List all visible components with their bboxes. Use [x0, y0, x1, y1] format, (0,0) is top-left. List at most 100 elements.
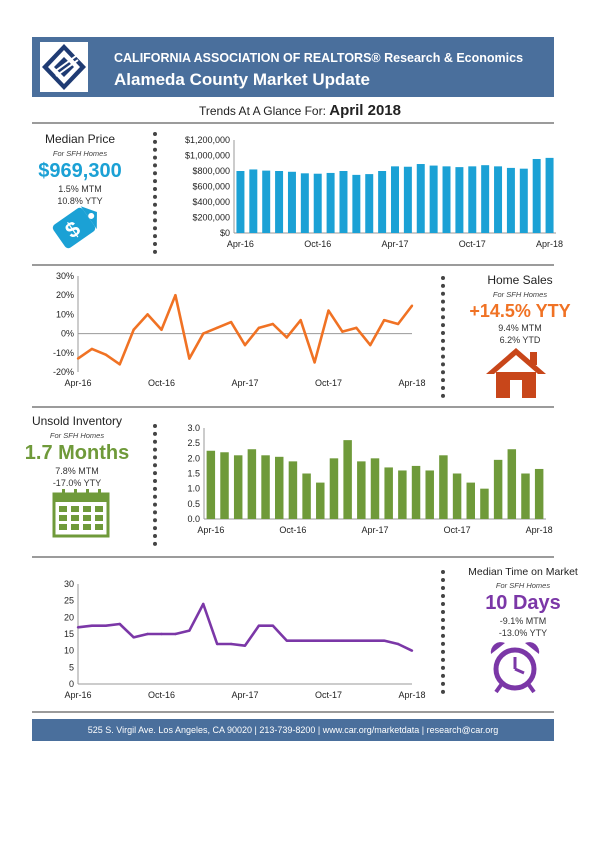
median-price-bar — [429, 165, 438, 233]
home-sales-yty-point — [118, 363, 121, 366]
y-tick-label: 0.0 — [187, 514, 200, 524]
y-tick-label: $0 — [220, 228, 230, 238]
median-price-bar — [275, 171, 284, 233]
y-tick-label: -20% — [53, 367, 74, 377]
footer-contact: 525 S. Virgil Ave. Los Angeles, CA 90020… — [32, 719, 554, 741]
unsold-inventory-bar — [439, 455, 448, 519]
y-tick-label: 15 — [64, 629, 74, 639]
y-tick-label: 1.0 — [187, 484, 200, 494]
home-sales-yty-point — [271, 322, 275, 326]
y-tick-label: 20 — [64, 612, 74, 622]
unsold-inventory-bar — [316, 482, 325, 519]
y-tick-label: $1,200,000 — [185, 135, 230, 145]
median-price-panel: Median Price For SFH Homes $969,300 1.5%… — [20, 132, 140, 207]
x-tick-label: Oct-16 — [279, 525, 306, 535]
median-price-bar — [506, 167, 515, 233]
home-sales-value: +14.5% YTY — [469, 301, 571, 321]
median-time-on-market-point — [76, 626, 80, 629]
median-time-on-market-point — [146, 632, 149, 636]
home-sales-yty-point — [202, 332, 205, 335]
median-price-bar — [326, 172, 335, 233]
unsold-inventory-bar — [452, 473, 462, 519]
home-sales-yty-point — [327, 309, 330, 312]
median-time-on-market-point — [285, 639, 288, 642]
unsold-inventory-bar — [220, 452, 229, 519]
median-price-bar — [339, 171, 348, 233]
unsold-inventory-bar — [370, 458, 380, 519]
median-time-on-market-point — [118, 622, 121, 626]
median-time-on-market-point — [355, 639, 358, 642]
house-icon — [484, 346, 548, 405]
inventory-subtitle: For SFH Homes — [49, 431, 105, 440]
header-title-report: Alameda County Market Update — [114, 70, 370, 89]
y-tick-label: 0.5 — [187, 499, 200, 509]
y-tick-label: 20% — [56, 290, 74, 300]
inventory-mtm: 7.8% MTM — [55, 466, 99, 476]
median-price-title: Median Price — [44, 132, 116, 146]
y-tick-label: 30 — [64, 579, 74, 589]
inventory-yty: -17.0% YTY — [52, 478, 102, 488]
home-sales-yty-point — [313, 361, 316, 364]
inventory-title: Unsold Inventory — [31, 414, 123, 428]
y-tick-label: 3.0 — [187, 423, 200, 433]
median-time-on-market-point — [299, 639, 302, 642]
home-sales-yty-point — [396, 322, 400, 326]
home-sales-yty-point — [243, 343, 247, 347]
unsold-inventory-bar — [233, 455, 243, 519]
median-price-bar — [468, 166, 477, 233]
median-time-on-market-point — [327, 639, 330, 642]
inventory-chart: 0.0 0.5 1.0 1.5 2.0 2.5 3.0 Apr-16 Oct-16 Apr-17 O… — [170, 422, 560, 547]
median-time-on-market-point — [174, 632, 177, 636]
home-sales-yty-point — [188, 357, 191, 360]
median-time-on-market-line — [77, 602, 413, 652]
y-tick-label: 2.5 — [187, 438, 200, 448]
median-price-bar — [494, 166, 503, 233]
y-tick-label: 0% — [61, 329, 74, 339]
x-tick-label: Apr-17 — [231, 378, 258, 388]
y-tick-label: $800,000 — [192, 166, 230, 176]
median-time-on-market-point — [104, 624, 108, 627]
home-sales-mtm: 9.4% MTM — [498, 323, 542, 333]
y-tick-label: $200,000 — [192, 213, 230, 223]
unsold-inventory-bar — [507, 449, 517, 519]
median-time-on-market-point — [132, 636, 135, 639]
y-tick-label: 10 — [64, 646, 74, 656]
home-sales-yty-point — [355, 326, 358, 330]
home-sales-yty-point — [257, 326, 261, 330]
time-on-market-title: Median Time on Market — [468, 566, 578, 578]
unsold-inventory-bar — [466, 482, 476, 519]
y-tick-label: 10% — [56, 309, 74, 319]
home-sales-yty-point — [90, 347, 94, 351]
home-sales-yty-point — [215, 326, 219, 330]
price-tag-dollar-icon: $ — [46, 200, 102, 261]
unsold-inventory-bar — [521, 473, 530, 519]
unsold-inventory-bar — [534, 468, 544, 519]
unsold-inventory-bar — [206, 450, 216, 519]
home-sales-title: Home Sales — [487, 273, 553, 287]
unsold-inventory-bar — [274, 456, 284, 519]
median-time-on-market-point — [90, 624, 94, 627]
x-tick-label: Oct-16 — [304, 239, 331, 249]
median-time-on-market-point — [313, 639, 316, 642]
home-sales-subtitle: For SFH Homes — [492, 290, 548, 299]
dotted-divider — [153, 132, 157, 254]
home-sales-yty-point — [410, 304, 414, 307]
median-price-bar — [249, 169, 258, 233]
x-tick-label: Apr-18 — [398, 690, 425, 700]
median-time-on-market-point — [396, 642, 400, 646]
median-time-on-market-point — [382, 639, 386, 642]
home-sales-yty-point — [132, 328, 135, 331]
unsold-inventory-bar — [384, 467, 393, 519]
home-sales-yty-point — [160, 328, 163, 331]
car-logo-icon — [40, 42, 88, 92]
alarm-clock-icon — [487, 640, 543, 699]
divider — [32, 264, 554, 266]
home-sales-yty-point — [285, 336, 288, 339]
home-sales-yty-point — [174, 294, 177, 297]
time-on-market-yty: -13.0% YTY — [498, 628, 548, 638]
median-price-yty: 10.8% YTY — [57, 196, 103, 206]
median-time-on-market-point — [257, 624, 261, 627]
median-price-bar — [545, 157, 554, 233]
y-tick-label: 30% — [56, 271, 74, 281]
x-tick-label: Apr-18 — [536, 239, 563, 249]
